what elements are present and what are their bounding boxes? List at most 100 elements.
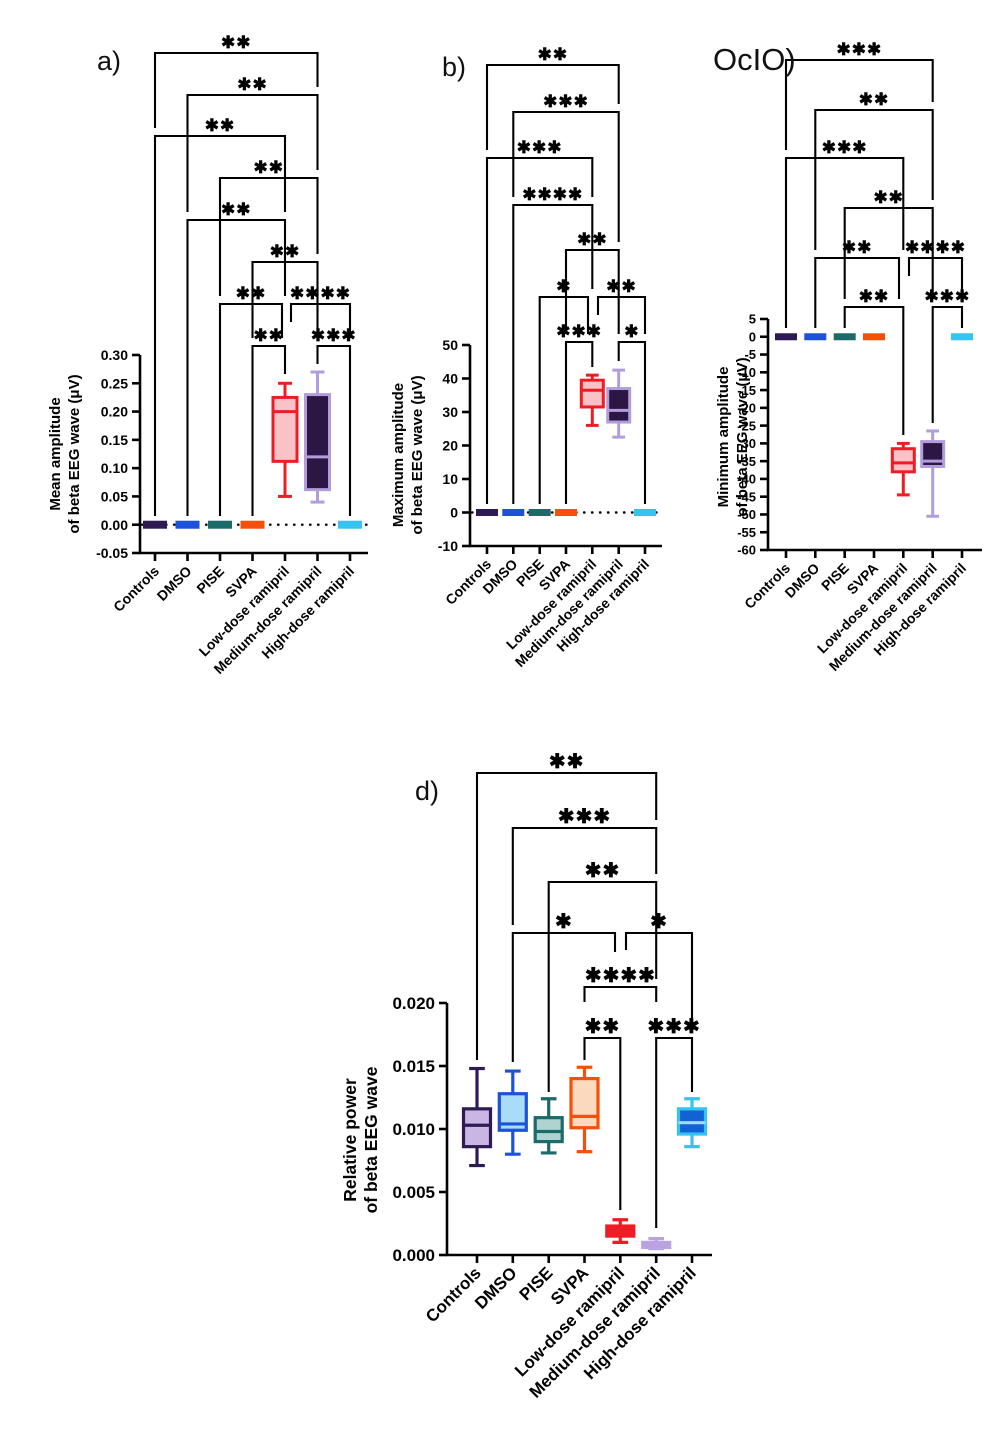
panel-title: b) <box>442 52 466 82</box>
sig-label-4: ✱✱ <box>221 200 252 219</box>
y-tick-label--10: -10 <box>737 365 756 380</box>
sig-label-8: ✱ <box>624 322 639 341</box>
y-tick-label-0: 0 <box>450 505 458 521</box>
panel-title: OcIO) <box>713 42 796 77</box>
y-tick-label--55: -55 <box>737 525 756 540</box>
sig-label-5: ✱ <box>556 277 571 296</box>
sig-label-0: ✱✱✱ <box>836 40 882 59</box>
sig-bracket-1 <box>511 826 658 925</box>
sig-label-3: ✱✱ <box>254 158 285 177</box>
sig-label-0: ✱✱ <box>549 751 585 773</box>
y-tick-label-20: 20 <box>442 438 458 454</box>
boxplot-svpa <box>569 1065 600 1154</box>
y-tick-label-10: 10 <box>442 471 458 487</box>
y-tick-label--5: -5 <box>744 347 756 362</box>
flat-bar-dmso <box>804 333 827 341</box>
flat-bar-dmso <box>502 509 525 516</box>
sig-bracket-2 <box>547 880 658 1092</box>
sig-bracket-5 <box>583 985 658 1002</box>
sig-bracket-4 <box>814 256 901 328</box>
sig-label-1: ✱✱✱ <box>543 92 589 111</box>
boxplot-medium-dose-ramipril <box>920 429 946 518</box>
sig-label-2: ✱✱ <box>205 116 236 135</box>
boxplot-medium-dose-ramipril <box>641 1237 672 1251</box>
sig-label-8: ✱✱ <box>254 326 285 345</box>
box-body <box>271 395 299 463</box>
flat-bar-pise <box>528 509 551 516</box>
sig-bracket-3 <box>218 176 319 296</box>
y-tick-label--45: -45 <box>737 489 756 504</box>
sig-label-6: ✱✱ <box>585 1016 621 1038</box>
y-axis-label: Relative powerof beta EEG wave <box>340 1066 381 1213</box>
sig-label-7: ✱✱✱ <box>556 322 602 341</box>
sig-bracket-8 <box>251 344 287 516</box>
boxplot-medium-dose-ramipril <box>606 368 632 439</box>
y-tick-label-5: 5 <box>749 312 756 327</box>
flat-bar-high-dose-ramipril <box>338 520 362 529</box>
sig-label-7: ✱✱✱ <box>924 287 970 306</box>
sig-bracket-1 <box>186 93 319 212</box>
sig-bracket-6 <box>596 295 647 334</box>
sig-label-0: ✱✱ <box>221 33 252 52</box>
sig-label-2: ✱✱✱ <box>822 138 868 157</box>
panel-a-: 0.30 0.25 0.20 0.15 0.10 0.05 0.00 -0.05 Control… <box>47 33 370 677</box>
boxplot-high-dose-ramipril <box>676 1097 708 1149</box>
boxplot-controls <box>461 1066 493 1168</box>
box-body <box>920 440 946 468</box>
sig-label-0: ✱✱ <box>538 45 569 64</box>
sig-label-4: ✱✱ <box>842 238 873 257</box>
x-tick-label-controls: Controls <box>110 563 162 615</box>
y-tick-label-0.000: 0.000 <box>392 1246 435 1265</box>
y-axis-label: Maximum amplitude of beta EEG wave (μV) <box>390 375 426 534</box>
flat-bar-controls <box>476 509 498 516</box>
sig-bracket-7 <box>931 305 964 423</box>
y-tick-label--40: -40 <box>737 472 756 487</box>
box-body <box>579 378 605 409</box>
boxplot-dmso <box>497 1069 528 1156</box>
sig-label-5: ✱✱ <box>270 242 301 261</box>
y-tick-label--35: -35 <box>737 454 756 469</box>
y-tick-label--0.05: -0.05 <box>96 545 128 561</box>
flat-bar-high-dose-ramipril <box>634 509 656 516</box>
y-tick-label--30: -30 <box>737 436 756 451</box>
flat-bar-pise <box>208 520 232 529</box>
sig-label-5: ✱✱✱✱ <box>585 965 656 987</box>
sig-label-6: ✱✱ <box>606 277 637 296</box>
y-tick-label--15: -15 <box>737 383 756 398</box>
sig-label-7: ✱✱✱ <box>647 1016 700 1038</box>
sig-bracket-4 <box>624 931 694 1030</box>
sig-bracket-8 <box>617 340 647 504</box>
y-tick-label-0.10: 0.10 <box>101 460 128 476</box>
sig-bracket-7 <box>289 302 352 338</box>
sig-label-3: ✱✱✱✱ <box>522 185 583 204</box>
y-tick-label-0.15: 0.15 <box>101 432 128 448</box>
sig-label-1: ✱✱✱ <box>558 806 611 828</box>
flat-bar-dmso <box>175 520 200 529</box>
axis-lines <box>766 319 982 552</box>
sig-bracket-0 <box>485 63 620 150</box>
sig-label-9: ✱✱✱ <box>311 326 357 345</box>
y-axis-label: Minimum amplitude of beta EEG wave (μV) <box>715 357 751 516</box>
y-tick-label-0.020: 0.020 <box>392 994 435 1013</box>
y-tick-label-0.20: 0.20 <box>101 404 128 420</box>
sig-label-1: ✱✱ <box>237 75 268 94</box>
y-tick-label-0.005: 0.005 <box>392 1183 435 1202</box>
sig-bracket-2 <box>153 134 287 516</box>
sig-bracket-7 <box>655 1036 694 1228</box>
sig-bracket-5 <box>907 256 964 299</box>
y-tick-label-40: 40 <box>442 371 458 387</box>
flat-bar-svpa <box>240 520 265 529</box>
sig-label-6: ✱✱ <box>859 287 890 306</box>
sig-bracket-3 <box>511 931 617 1062</box>
panel-b-: 50403020100-10ControlsDMSOPISESVPALow-do… <box>390 45 664 670</box>
y-tick-label--50: -50 <box>737 507 756 522</box>
panel-ocio-: 50-5-10-15-20-25-30-35-40-45-50-55-60Con… <box>713 40 982 674</box>
y-tick-label-0.25: 0.25 <box>101 375 128 391</box>
sig-bracket-0 <box>475 771 658 1060</box>
box-body <box>304 393 331 492</box>
sig-bracket-5 <box>251 260 319 338</box>
sig-bracket-6 <box>843 305 905 435</box>
sig-bracket-4 <box>186 218 287 516</box>
